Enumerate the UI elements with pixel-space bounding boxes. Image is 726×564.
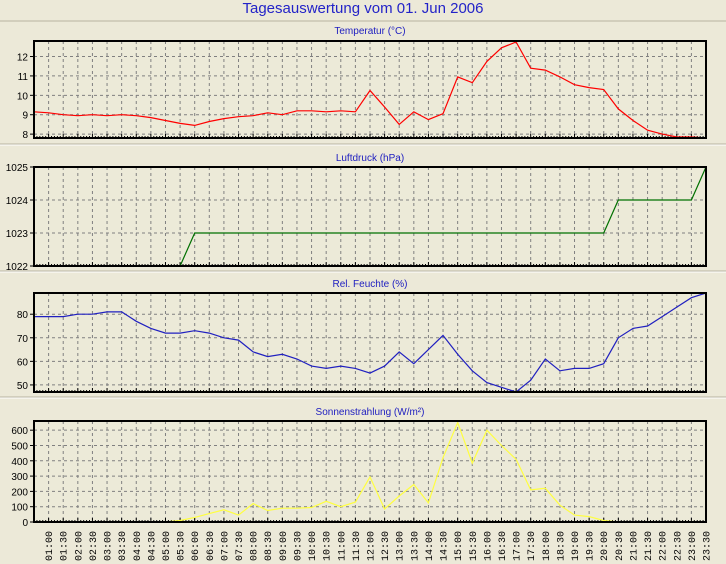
x-tick-label: 04:00 bbox=[133, 531, 144, 561]
x-tick-label: 08:30 bbox=[264, 531, 275, 561]
y-tick-label: 12 bbox=[17, 53, 29, 64]
x-tick-label: 22:00 bbox=[659, 531, 670, 561]
x-tick-label: 10:00 bbox=[308, 531, 319, 561]
plot-frame bbox=[33, 420, 707, 523]
x-tick-label: 18:00 bbox=[542, 531, 553, 561]
y-tick-label: 8 bbox=[22, 130, 28, 141]
x-tick-label: 20:00 bbox=[600, 531, 611, 561]
y-tick-label: 70 bbox=[17, 334, 29, 345]
x-tick-label: 01:30 bbox=[60, 531, 71, 561]
x-tick-label: 21:00 bbox=[629, 531, 640, 561]
x-tick-label: 11:30 bbox=[352, 531, 363, 561]
plot-frame bbox=[33, 292, 707, 393]
x-tick-label: 17:30 bbox=[527, 531, 538, 561]
x-tick-label: 12:00 bbox=[367, 531, 378, 561]
panel-title: Temperatur (°C) bbox=[334, 26, 405, 37]
x-tick-label: 19:30 bbox=[586, 531, 597, 561]
y-tick-label: 1024 bbox=[6, 196, 29, 207]
x-tick-label: 04:30 bbox=[147, 531, 158, 561]
x-tick-label: 05:00 bbox=[162, 531, 173, 561]
x-tick-label: 13:00 bbox=[396, 531, 407, 561]
y-tick-label: 1025 bbox=[6, 163, 29, 174]
x-tick-label: 11:00 bbox=[337, 531, 348, 561]
x-tick-label: 06:30 bbox=[206, 531, 217, 561]
x-tick-label: 18:30 bbox=[556, 531, 567, 561]
y-tick-label: 200 bbox=[11, 487, 28, 498]
x-tick-label: 10:30 bbox=[323, 531, 334, 561]
y-tick-label: 1022 bbox=[6, 262, 29, 273]
series-line bbox=[33, 41, 707, 139]
y-tick-label: 0 bbox=[22, 518, 28, 529]
x-tick-label: 23:00 bbox=[688, 531, 699, 561]
x-tick-label: 01:00 bbox=[45, 531, 56, 561]
y-tick-label: 100 bbox=[11, 503, 28, 514]
x-tick-label: 07:00 bbox=[220, 531, 231, 561]
x-tick-label: 15:00 bbox=[454, 531, 465, 561]
y-tick-label: 300 bbox=[11, 472, 28, 483]
x-tick-label: 02:30 bbox=[89, 531, 100, 561]
panel-title: Rel. Feuchte (%) bbox=[332, 279, 407, 290]
x-tick-label: 09:00 bbox=[279, 531, 290, 561]
y-tick-label: 10 bbox=[17, 91, 29, 102]
plot-frame bbox=[33, 166, 707, 267]
x-tick-label: 20:30 bbox=[615, 531, 626, 561]
x-tick-label: 16:00 bbox=[483, 531, 494, 561]
x-tick-label: 12:30 bbox=[381, 531, 392, 561]
x-tick-label: 08:00 bbox=[250, 531, 261, 561]
y-tick-label: 500 bbox=[11, 441, 28, 452]
x-tick-label: 23:30 bbox=[703, 531, 714, 561]
x-tick-label: 05:30 bbox=[177, 531, 188, 561]
y-tick-label: 1023 bbox=[6, 229, 29, 240]
panel-3: Sonnenstrahlung (W/m²) 0 100 200 300 400 500 60… bbox=[11, 407, 707, 529]
y-tick-label: 60 bbox=[17, 357, 29, 368]
x-tick-label: 07:30 bbox=[235, 531, 246, 561]
y-tick-label: 80 bbox=[17, 310, 29, 321]
x-tick-label: 14:00 bbox=[425, 531, 436, 561]
y-tick-label: 50 bbox=[17, 381, 29, 392]
x-tick-label: 03:30 bbox=[118, 531, 129, 561]
x-tick-label: 03:00 bbox=[104, 531, 115, 561]
page-title: Tagesauswertung vom 01. Jun 2006 bbox=[242, 0, 484, 17]
x-tick-label: 06:00 bbox=[191, 531, 202, 561]
plot-frame bbox=[33, 40, 707, 139]
panel-title: Luftdruck (hPa) bbox=[336, 153, 404, 164]
y-tick-label: 400 bbox=[11, 457, 28, 468]
y-tick-label: 11 bbox=[18, 72, 29, 83]
panel-2: Rel. Feuchte (%) 50 60 70 80 bbox=[17, 279, 707, 393]
y-tick-label: 9 bbox=[22, 111, 28, 122]
series-line bbox=[34, 292, 707, 393]
x-tick-label: 09:30 bbox=[293, 531, 304, 561]
x-tick-label: 22:30 bbox=[673, 531, 684, 561]
x-tick-label: 16:30 bbox=[498, 531, 509, 561]
x-tick-label: 14:30 bbox=[440, 531, 451, 561]
x-tick-label: 13:30 bbox=[410, 531, 421, 561]
x-tick-label: 17:00 bbox=[513, 531, 524, 561]
x-tick-label: 15:30 bbox=[469, 531, 480, 561]
x-tick-label: 19:00 bbox=[571, 531, 582, 561]
panel-title: Sonnenstrahlung (W/m²) bbox=[316, 407, 425, 418]
y-tick-label: 600 bbox=[11, 426, 28, 437]
panel-1: Luftdruck (hPa) 1022 1023 1024 1025 bbox=[6, 153, 707, 273]
x-tick-label: 21:30 bbox=[644, 531, 655, 561]
x-tick-label: 02:00 bbox=[74, 531, 85, 561]
panel-0: Temperatur (°C) 8 9 10 11 12 bbox=[17, 26, 707, 141]
